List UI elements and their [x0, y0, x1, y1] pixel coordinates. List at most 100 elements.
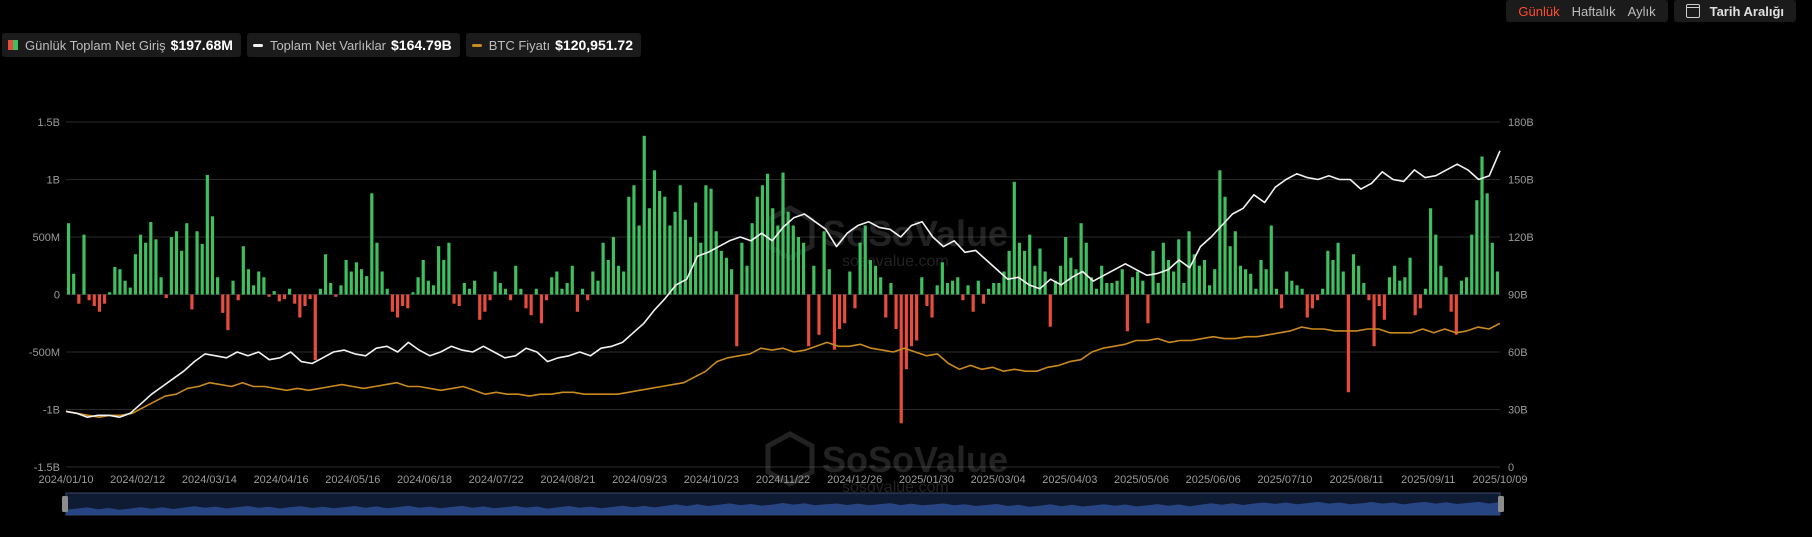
legend: Günlük Toplam Net Giriş $197.68M Toplam …: [2, 33, 641, 57]
inflow-bar: [622, 271, 626, 295]
inflow-bar: [591, 271, 595, 295]
inflow-bar: [1110, 283, 1114, 295]
inflow-bar: [1470, 234, 1474, 295]
inflow-bar: [575, 294, 580, 312]
inflow-bar: [688, 237, 693, 295]
inflow-bar: [750, 223, 754, 295]
y-left-tick: 0: [54, 290, 60, 302]
inflow-bar: [678, 185, 682, 295]
inflow-bar: [1434, 234, 1438, 295]
inflow-bar: [771, 208, 775, 295]
legend-btc-value: $120,951.72: [555, 37, 633, 53]
inflow-bar: [498, 283, 502, 295]
inflow-bar: [858, 242, 862, 295]
y-right-tick: 150B: [1508, 175, 1534, 187]
inflow-bar: [1228, 246, 1232, 295]
watermark-logo-icon-2: [765, 431, 815, 487]
y-left-tick: 500M: [32, 232, 60, 244]
inflow-bar: [1341, 271, 1345, 295]
inflow-bar: [164, 294, 168, 298]
inflow-bar: [1028, 234, 1032, 295]
inflow-bar: [1074, 269, 1078, 295]
range-navigator[interactable]: [62, 492, 1504, 516]
inflow-bar: [1274, 288, 1279, 295]
y-right-tick: 180B: [1508, 117, 1534, 129]
inflow-bar: [873, 265, 878, 295]
tab-monthly[interactable]: Aylık: [1627, 3, 1656, 19]
inflow-bar: [992, 283, 996, 295]
legend-assets[interactable]: Toplam Net Varlıklar $164.79B: [246, 33, 460, 57]
inflow-bar: [323, 254, 328, 295]
inflow-bar: [663, 196, 667, 295]
inflow-bar: [843, 294, 847, 324]
inflow-bar: [1269, 225, 1273, 295]
inflow-bar: [334, 294, 338, 297]
inflow-bar: [169, 237, 173, 295]
inflow-bar: [92, 294, 96, 306]
x-tick: 2025/09/11: [1401, 474, 1455, 486]
inflow-bar: [252, 285, 256, 295]
inflow-bar: [154, 239, 158, 295]
tab-daily[interactable]: Günlük: [1518, 3, 1560, 19]
inflow-bar: [1254, 288, 1258, 295]
inflow-bar: [1485, 193, 1489, 295]
inflow-bar: [190, 294, 194, 310]
inflow-bar: [452, 294, 456, 304]
watermark-brand-2: SoSoValue: [822, 439, 1008, 480]
inflow-bar: [1115, 280, 1119, 295]
inflow-bar: [647, 208, 651, 295]
inflow-bar: [226, 294, 230, 331]
inflow-bar: [1007, 250, 1011, 295]
inflow-bar: [1326, 250, 1330, 295]
inflow-bar: [1130, 277, 1135, 295]
inflow-bar: [956, 277, 960, 295]
inflow-bar: [1321, 288, 1325, 295]
navigator-handle-left[interactable]: [62, 496, 68, 512]
x-tick: 2024/07/22: [469, 474, 524, 486]
x-tick: 2024/10/23: [684, 474, 739, 486]
inflow-bar: [879, 277, 883, 295]
inflow-bar: [801, 242, 806, 295]
inflow-bar: [966, 285, 970, 295]
inflow-bar: [899, 294, 903, 424]
inflow-bar: [1331, 260, 1335, 295]
inflow-bar: [807, 294, 811, 347]
inflow-bar: [1495, 271, 1500, 295]
inflow-bar: [781, 172, 785, 295]
inflow-bar: [570, 265, 574, 295]
x-tick: 2025/05/06: [1114, 474, 1169, 486]
inflow-bar: [1017, 242, 1022, 295]
inflow-bar: [344, 260, 348, 295]
inflow-bar: [1208, 285, 1212, 295]
inflow-bar: [508, 294, 513, 301]
inflow-bar: [246, 269, 251, 295]
inflow-bar: [380, 271, 384, 295]
legend-inflow[interactable]: Günlük Toplam Net Giriş $197.68M: [2, 33, 241, 57]
inflow-bar: [1223, 196, 1227, 295]
inflow-bar: [596, 280, 600, 295]
x-tick: 2024/05/16: [325, 474, 380, 486]
inflow-bar: [709, 188, 713, 295]
inflow-bar: [216, 277, 220, 295]
inflow-bar: [1187, 231, 1191, 295]
inflow-bar: [1305, 294, 1309, 318]
y-right-tick: 0: [1508, 462, 1514, 474]
inflow-bar: [401, 294, 405, 306]
inflow-bar: [611, 237, 615, 295]
inflow-bar: [519, 288, 523, 295]
inflow-bar: [632, 185, 636, 295]
x-tick: 2024/04/16: [254, 474, 309, 486]
inflow-bar: [920, 277, 924, 295]
inflow-bar: [87, 294, 91, 301]
navigator-handle-right[interactable]: [1498, 496, 1504, 512]
inflow-bar: [272, 291, 276, 295]
inflow-bar: [426, 280, 430, 295]
inflow-bar: [776, 225, 780, 295]
date-range-button[interactable]: Tarih Aralığı: [1673, 0, 1796, 22]
tab-weekly[interactable]: Haftalık: [1571, 3, 1616, 19]
inflow-bar: [868, 260, 872, 295]
inflow-bar: [1058, 265, 1063, 295]
inflow-bar: [601, 242, 605, 295]
inflow-bar: [483, 294, 487, 312]
legend-btc[interactable]: BTC Fiyatı $120,951.72: [465, 33, 641, 57]
